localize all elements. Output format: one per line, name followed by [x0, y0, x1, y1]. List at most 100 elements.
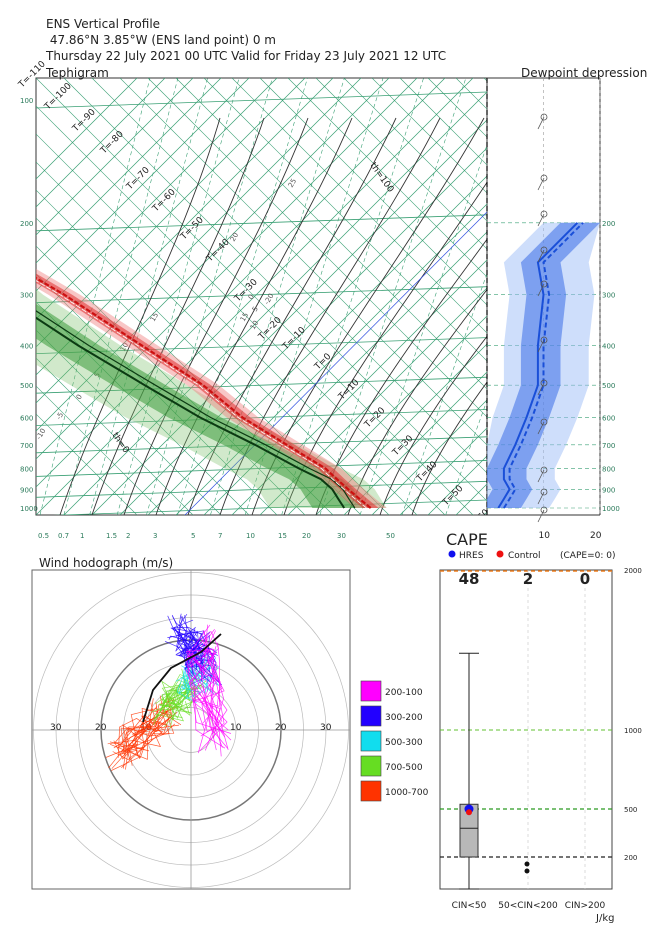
- dd-profile-line: [497, 222, 579, 509]
- mixing-ratio-tick: 0.7: [58, 532, 69, 540]
- hodograph-trace: [202, 624, 228, 732]
- mixing-ratio-line: [146, 78, 273, 515]
- hodograph-trace: [188, 652, 225, 737]
- mixing-ratio-tick: 15: [278, 532, 287, 540]
- hodograph-trace: [175, 633, 203, 681]
- isotherm-line: [36, 78, 418, 460]
- dd-pressure-label: 700: [602, 442, 615, 450]
- mixing-ratio-line: [401, 272, 487, 515]
- legend-label: 1000-700: [385, 788, 429, 798]
- dd-pressure-label: 600: [602, 414, 615, 422]
- cape-category-label: CIN>200: [565, 901, 606, 911]
- wind-barb-marker: [540, 506, 548, 514]
- cape-ytick: 200: [624, 854, 637, 862]
- wind-barb-staff: [537, 249, 545, 263]
- dry-adiabat-line: [287, 78, 487, 278]
- tephigram-label: Tephigram: [45, 66, 109, 80]
- moist-adiabat-line: [187, 117, 397, 515]
- wind-barb-marker: [540, 488, 548, 496]
- cape-count: 2: [523, 570, 533, 588]
- mixing-ratio-line: [244, 78, 384, 515]
- hodograph-trace: [121, 711, 169, 769]
- wind-barb-staff: [537, 491, 545, 505]
- hodograph-ring-label: 20: [95, 723, 107, 733]
- moist-adiabat-line: [411, 381, 487, 515]
- isotherm-line: [119, 147, 487, 515]
- hodograph-trace: [107, 728, 165, 747]
- isobar-label: 300: [20, 292, 33, 300]
- moist-label: 10: [119, 341, 130, 353]
- hres-legend-label: HRES: [459, 551, 484, 561]
- isotherm-line: [36, 78, 390, 432]
- isotherm-line: [315, 343, 487, 515]
- isotherm-line: [36, 78, 474, 515]
- dd-pressure-label: 300: [602, 292, 615, 300]
- mixing-ratio-line: [89, 78, 208, 515]
- dry-adiabat-line: [36, 385, 166, 515]
- outlier-point: [524, 868, 530, 874]
- dry-adiabat-line: [371, 78, 487, 194]
- dd-pressure-label: 900: [602, 486, 615, 494]
- hodograph-plot-area: 30 20 10 10 20 30: [32, 570, 350, 889]
- isotherm-line: [287, 315, 487, 515]
- cape-count: 0: [580, 570, 590, 588]
- isobar-label: 1000: [20, 505, 38, 513]
- isobar-label: 400: [20, 343, 33, 351]
- hodograph-title: Wind hodograph (m/s): [39, 556, 173, 570]
- moist-adiabat-line: [347, 288, 487, 515]
- dry-adiabat-line: [203, 78, 487, 362]
- moist-label: 10: [249, 319, 260, 331]
- moist-label: 5: [251, 305, 260, 313]
- dry-adiabat-line: [63, 78, 487, 502]
- legend-swatch: [360, 755, 382, 777]
- wind-barb-marker: [540, 336, 548, 344]
- wind-barb-staff: [537, 509, 545, 523]
- hodograph-trace: [167, 615, 212, 681]
- wind-barb-staff: [537, 213, 545, 227]
- dry-adiabat-line: [175, 78, 487, 390]
- cape-title: CAPE: [446, 530, 488, 549]
- legend-swatch: [360, 730, 382, 752]
- isotherm-line: [624, 55, 650, 515]
- hodograph-trace: [192, 642, 220, 730]
- hodograph-trace: [112, 706, 164, 761]
- dry-adiabat-line: [36, 133, 418, 515]
- cape-category-label: CIN<50: [452, 901, 487, 911]
- moist-adiabat-line: [59, 117, 221, 515]
- control-marker-legend: [496, 550, 504, 558]
- cape-note: (CAPE=0: 0): [560, 551, 615, 561]
- hodograph-legend: 200-100 300-200 500-300 700-500 1000-700: [360, 680, 429, 802]
- reference-line: [184, 211, 487, 515]
- isotherm-line: [36, 78, 222, 264]
- hodograph-trace: [203, 631, 223, 722]
- hodograph-trace: [180, 615, 218, 659]
- wind-barb-marker: [540, 246, 548, 254]
- dd-xtick: 10: [539, 531, 551, 541]
- mixing-ratio-tick: 5: [191, 532, 195, 540]
- mixing-ratio-tick: 20: [302, 532, 311, 540]
- legend-swatch: [360, 680, 382, 702]
- isobar-line: [36, 91, 487, 109]
- cape-box: [459, 803, 479, 858]
- outlier-point: [524, 861, 530, 867]
- dry-adiabat-line: [399, 78, 487, 166]
- hodograph-trace: [119, 721, 163, 755]
- control-marker: [466, 809, 472, 816]
- moist-label: 15: [149, 311, 160, 323]
- cape-count: 48: [459, 570, 480, 588]
- isotherm-line: [36, 78, 138, 180]
- dry-adiabat-line: [36, 357, 194, 515]
- legend-swatch: [360, 780, 382, 802]
- hodograph-trace: [191, 652, 214, 751]
- isotherm-line: [399, 427, 487, 515]
- moist-adiabat-line: [155, 117, 353, 515]
- isobar-line: [52, 499, 487, 515]
- hodograph-trace: [185, 647, 228, 752]
- legend-label: 500-300: [385, 738, 423, 748]
- legend-label: 200-100: [385, 688, 423, 698]
- dewpoint-depression-panel: Dewpoint depression 200 300 400 500 600 700 800…: [486, 66, 647, 541]
- dd-control-line: [503, 222, 584, 509]
- dd-pressure-label: 1000: [602, 505, 620, 513]
- legend-label: 700-500: [385, 763, 423, 773]
- mixing-ratio-line: [359, 144, 487, 515]
